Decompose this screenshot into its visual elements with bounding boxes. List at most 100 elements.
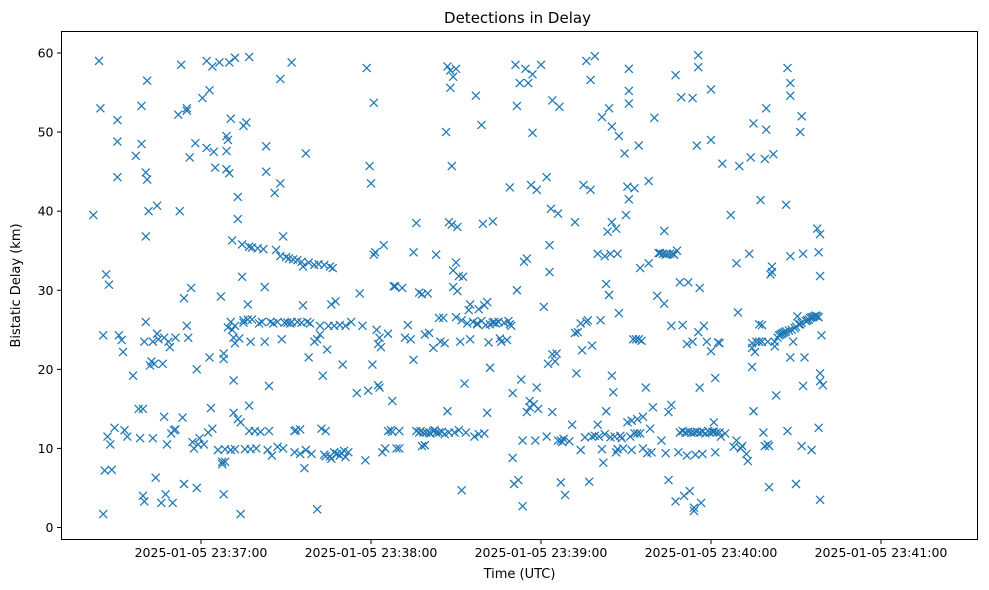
data-point-421 [593,249,603,259]
data-point-306 [451,258,461,268]
data-point-281 [428,343,438,353]
data-point-608 [785,251,795,261]
data-point-386 [546,204,556,214]
data-point-193 [305,319,315,328]
data-point-21 [131,151,141,161]
data-point-387 [547,96,557,105]
data-point-125 [237,272,247,282]
data-point-224 [341,452,350,462]
data-point-398 [559,434,569,444]
data-point-472 [637,336,647,346]
data-point-522 [690,450,700,460]
data-point-64 [182,321,192,331]
data-point-252 [387,396,397,406]
data-point-138 [246,337,256,347]
data-point-62 [179,479,189,489]
data-markers [88,50,828,519]
chart-title: Detections in Delay [444,9,591,27]
data-point-23 [135,433,145,443]
data-point-274 [420,440,430,450]
data-point-502 [672,246,682,256]
x-tick-label-2: 2025-01-05 23:39:00 [475,545,608,560]
data-point-293 [443,406,452,416]
data-point-414 [584,477,594,487]
data-point-609 [787,325,797,335]
data-point-449 [617,433,627,443]
data-point-369 [525,396,535,406]
data-point-238 [369,250,379,260]
data-point-327 [474,304,484,314]
data-point-22 [134,404,144,414]
data-point-331 [478,219,488,229]
data-point-456 [624,86,634,96]
data-point-527 [693,62,703,72]
data-point-330 [477,120,486,130]
data-point-9 [105,440,115,449]
data-point-487 [658,249,668,259]
data-point-166 [278,443,288,453]
data-point-337 [484,338,494,347]
data-point-474 [638,412,648,422]
data-point-208 [322,345,332,355]
data-point-339 [485,363,495,373]
data-point-45 [156,498,166,508]
data-point-229 [355,288,365,298]
data-point-186 [298,262,308,271]
data-point-424 [596,315,605,325]
data-point-212 [326,300,336,309]
data-point-461 [627,445,637,455]
data-point-621 [798,249,808,259]
data-point-643 [817,330,826,340]
data-point-509 [679,491,689,501]
data-point-366 [522,254,532,264]
data-point-365 [520,64,530,74]
data-point-99 [222,164,231,174]
data-point-503 [673,447,683,457]
data-point-403 [570,217,580,227]
data-point-534 [699,321,709,331]
data-point-430 [601,279,611,289]
data-point-552 [717,159,727,169]
data-point-405 [573,327,583,337]
data-point-305 [451,64,461,74]
data-point-574 [754,319,764,329]
data-point-376 [532,185,542,195]
data-point-187 [299,463,309,473]
data-point-416 [586,185,596,195]
data-point-486 [656,436,666,445]
data-point-154 [264,426,274,436]
data-point-270 [417,441,427,451]
data-point-54 [168,498,178,508]
data-point-82 [205,353,214,362]
x-tick-label-0: 2025-01-05 23:37:00 [135,545,268,560]
data-point-442 [611,224,621,234]
data-point-513 [683,277,693,287]
data-point-96 [219,349,229,358]
data-point-483 [652,291,662,301]
data-point-85 [207,61,217,71]
data-point-373 [528,128,537,138]
data-point-182 [295,424,305,434]
data-point-60 [176,60,186,70]
data-point-249 [383,329,393,339]
data-point-568 [747,362,757,372]
data-point-501 [671,496,681,506]
data-point-35 [144,206,154,216]
data-point-422 [593,420,603,430]
data-point-49 [161,489,171,499]
data-point-361 [516,375,526,385]
data-point-368 [523,78,533,88]
data-point-261 [403,320,413,330]
data-point-642 [815,495,825,505]
data-point-360 [515,78,525,88]
data-point-555 [729,442,739,452]
data-point-25 [137,101,146,111]
data-point-191 [304,258,314,268]
data-point-559 [734,161,744,171]
data-point-383 [543,359,553,369]
data-point-438 [607,122,617,131]
data-point-258 [394,426,404,436]
data-point-153 [264,381,274,391]
data-point-246 [377,447,387,457]
data-point-439 [607,371,617,381]
